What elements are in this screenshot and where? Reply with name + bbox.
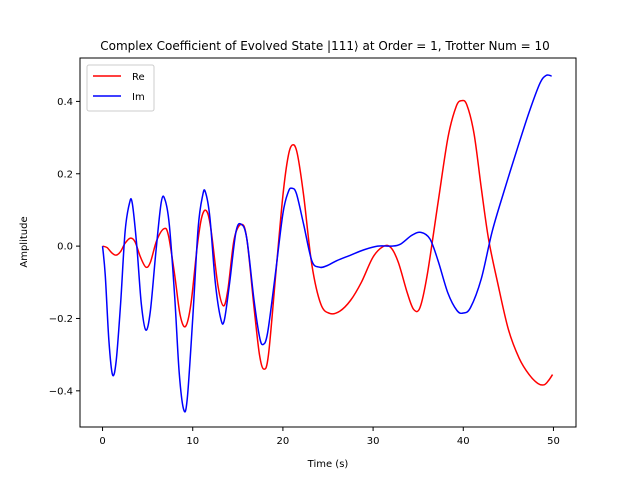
x-tick-label: 40 [457,436,470,447]
y-tick-label: −0.2 [49,314,73,325]
y-tick-label: 0.0 [57,242,73,253]
x-tick-label: 30 [367,436,380,447]
y-tick-label: −0.4 [49,386,73,397]
legend-label-re: Re [132,72,145,83]
x-tick-label: 20 [277,436,290,447]
legend: Re Im [86,64,155,112]
x-axis-label: Time (s) [307,459,349,470]
x-ticks: 0 10 20 30 40 50 [99,427,560,447]
chart-title: Complex Coefficient of Evolved State |11… [100,39,550,53]
series-line-im [101,74,552,413]
x-tick-label: 10 [186,436,199,447]
series-line-re [102,99,554,386]
legend-label-im: Im [132,92,145,103]
y-ticks: −0.4 −0.2 0.0 0.2 0.4 [49,97,80,397]
x-tick-label: 0 [99,436,105,447]
y-tick-label: 0.2 [57,169,73,180]
y-tick-label: 0.4 [57,97,73,108]
plot-background [80,58,576,427]
plot-frame [79,57,577,428]
x-tick-label: 50 [547,436,560,447]
y-axis-label: Amplitude [19,216,30,267]
series-layer [101,74,554,413]
